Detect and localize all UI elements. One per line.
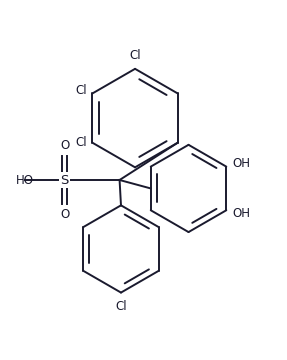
Text: O: O	[60, 208, 69, 221]
Text: OH: OH	[232, 207, 250, 220]
Text: Cl: Cl	[75, 84, 87, 97]
Text: Cl: Cl	[115, 300, 127, 312]
Text: Cl: Cl	[129, 49, 141, 62]
Text: O: O	[60, 139, 69, 152]
Text: OH: OH	[232, 157, 250, 170]
Text: HO: HO	[15, 174, 34, 186]
Text: Cl: Cl	[75, 136, 87, 149]
Text: S: S	[61, 174, 69, 186]
